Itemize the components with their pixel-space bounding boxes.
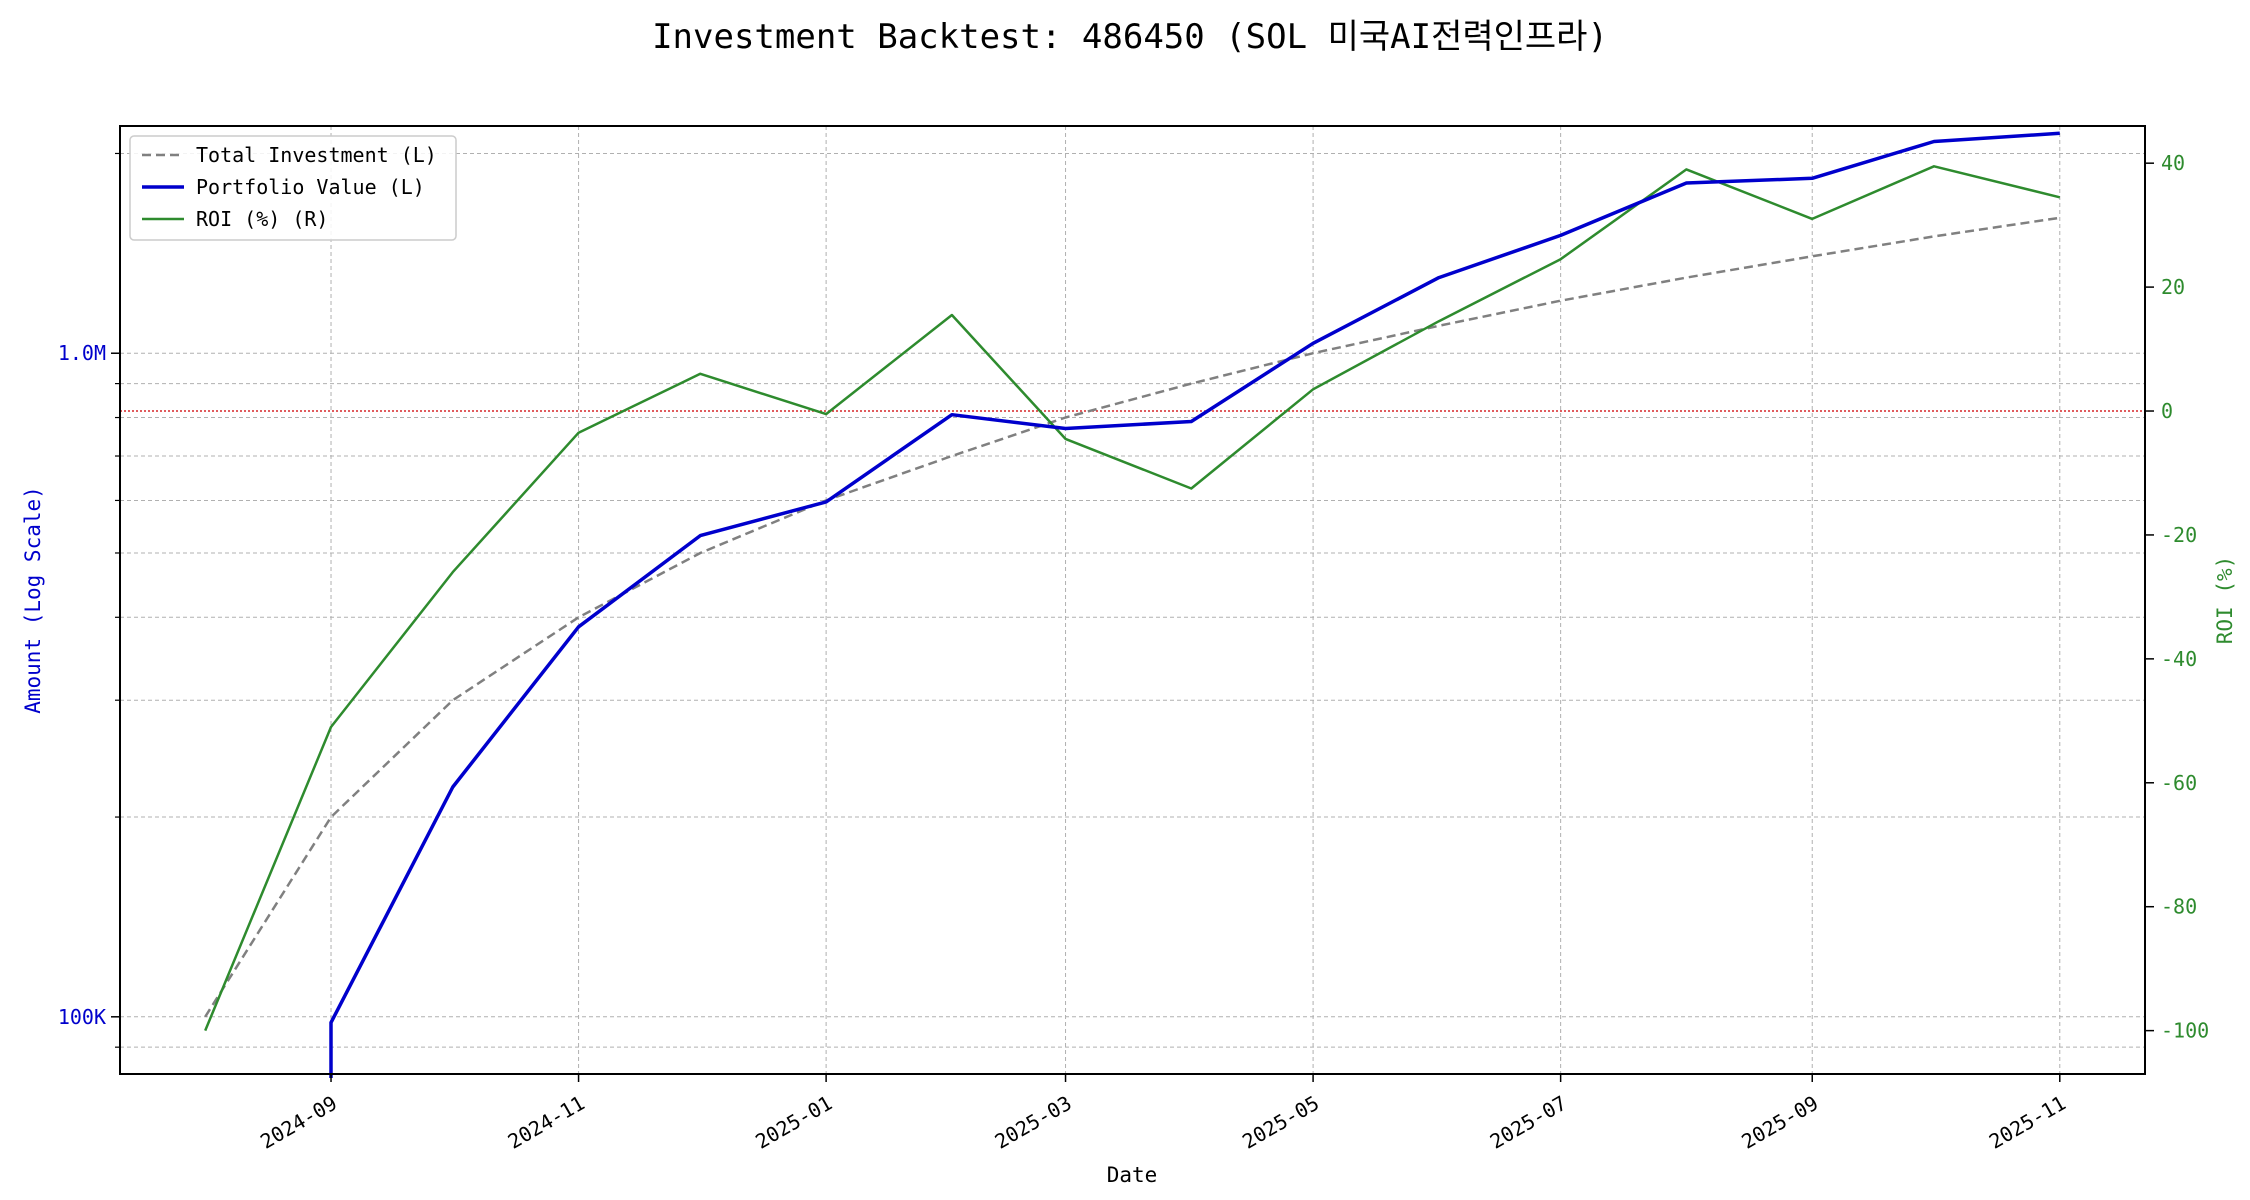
- y-right-tick-label: -80: [2161, 895, 2197, 919]
- y-left-axis: 100K 1.0M: [58, 152, 120, 1048]
- y-right-tick-label: 0: [2161, 399, 2173, 423]
- y-right-tick-label: -20: [2161, 523, 2197, 547]
- x-axis-label: Date: [1107, 1163, 1158, 1187]
- y-right-tick-label: -40: [2161, 647, 2197, 671]
- y-right-axis: -100 -80 -60 -40 -20 0 20 40: [2145, 151, 2209, 1043]
- y-left-axis-label: Amount (Log Scale): [21, 486, 45, 714]
- legend-box: [129, 135, 457, 241]
- series-line-portfolio-value: [329, 131, 2060, 1078]
- legend-label: ROI (%) (R): [196, 207, 328, 231]
- plot-frame: [119, 125, 2146, 1075]
- series-line-roi: [204, 165, 2061, 1032]
- grid: [120, 126, 2145, 1074]
- legend-label: Total Investment (L): [196, 143, 437, 167]
- y-right-tick-label: 20: [2161, 275, 2185, 299]
- series-line-total-investment: [204, 216, 2060, 1018]
- y-right-tick-label: -100: [2161, 1019, 2209, 1043]
- y-left-tick-label: 1.0M: [58, 341, 106, 365]
- y-left-tick-label: 100K: [58, 1005, 106, 1029]
- chart-title: Investment Backtest: 486450 (SOL 미국AI전력인…: [652, 17, 1608, 57]
- series-layer: [204, 131, 2061, 1078]
- legend: Total Investment (L) Portfolio Value (L) R…: [129, 135, 457, 241]
- y-right-axis-label: ROI (%): [2213, 556, 2237, 645]
- legend-label: Portfolio Value (L): [196, 175, 425, 199]
- y-right-tick-label: 40: [2161, 151, 2185, 175]
- y-right-tick-label: -60: [2161, 771, 2197, 795]
